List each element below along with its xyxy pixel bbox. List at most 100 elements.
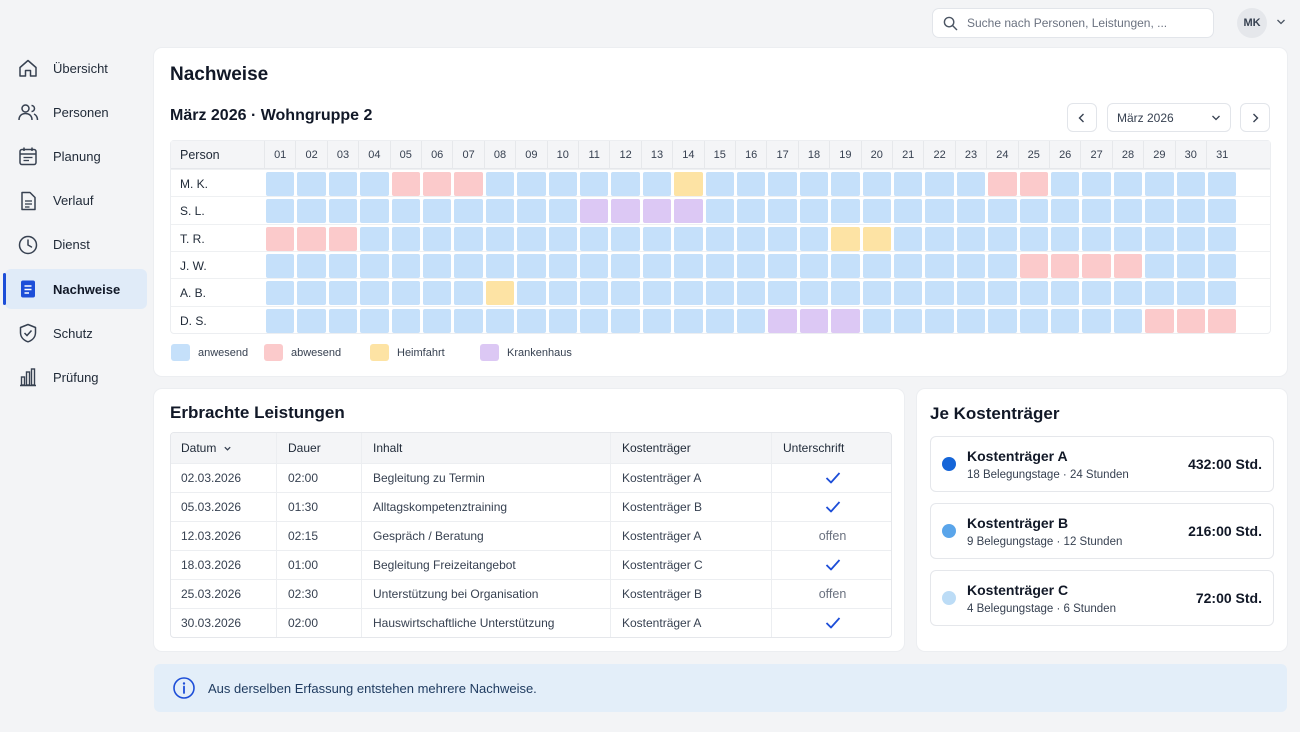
- day-cell[interactable]: [297, 199, 326, 224]
- day-cell[interactable]: [1019, 308, 1048, 333]
- day-cell[interactable]: [862, 226, 891, 251]
- day-cell[interactable]: [548, 281, 577, 306]
- day-cell[interactable]: [1019, 172, 1048, 196]
- day-cell[interactable]: [328, 253, 358, 278]
- table-row[interactable]: 12.03.2026 02:15 Gespräch / Beratung Kosten…: [171, 521, 891, 550]
- day-cell[interactable]: [297, 281, 326, 306]
- day-cell[interactable]: [1113, 253, 1143, 278]
- day-cell[interactable]: [768, 226, 797, 251]
- sidebar-item-verlauf[interactable]: Verlauf: [5, 181, 147, 221]
- day-cell[interactable]: [642, 253, 672, 278]
- day-cell[interactable]: [391, 199, 420, 224]
- day-cell[interactable]: [360, 172, 389, 196]
- day-cell[interactable]: [831, 253, 860, 278]
- day-cell[interactable]: [266, 308, 295, 333]
- day-cell[interactable]: [517, 253, 546, 278]
- day-cell[interactable]: [1113, 281, 1143, 306]
- cost-item[interactable]: Kostenträger C 4 Belegungstage · 6 Stunde…: [930, 570, 1274, 626]
- day-cell[interactable]: [580, 172, 609, 196]
- day-cell[interactable]: [548, 199, 577, 224]
- day-cell[interactable]: [1082, 172, 1111, 196]
- sort-chevron-icon[interactable]: [223, 444, 232, 453]
- sidebar-item-dienst[interactable]: Dienst: [5, 225, 147, 265]
- sidebar-item-nachweise[interactable]: Nachweise: [3, 269, 147, 309]
- sidebar-item-übersicht[interactable]: Übersicht: [5, 48, 147, 88]
- day-cell[interactable]: [517, 199, 546, 224]
- day-cell[interactable]: [1082, 281, 1111, 306]
- day-cell[interactable]: [1019, 199, 1048, 224]
- day-cell[interactable]: [862, 172, 891, 196]
- day-cell[interactable]: [768, 253, 797, 278]
- day-cell[interactable]: [1208, 281, 1237, 306]
- day-cell[interactable]: [1208, 253, 1237, 278]
- day-cell[interactable]: [360, 199, 389, 224]
- search-box[interactable]: [932, 8, 1214, 38]
- day-cell[interactable]: [642, 281, 672, 306]
- day-cell[interactable]: [1113, 308, 1143, 333]
- day-cell[interactable]: [768, 308, 797, 333]
- day-cell[interactable]: [956, 308, 986, 333]
- day-cell[interactable]: [737, 308, 766, 333]
- day-cell[interactable]: [454, 226, 483, 251]
- day-cell[interactable]: [894, 199, 923, 224]
- avatar[interactable]: MK: [1237, 8, 1267, 38]
- day-cell[interactable]: [580, 281, 609, 306]
- day-cell[interactable]: [894, 172, 923, 196]
- day-cell[interactable]: [956, 199, 986, 224]
- day-cell[interactable]: [1176, 253, 1205, 278]
- day-cell[interactable]: [799, 308, 829, 333]
- month-select[interactable]: März 2026: [1107, 103, 1231, 132]
- day-cell[interactable]: [360, 226, 389, 251]
- day-cell[interactable]: [1019, 281, 1048, 306]
- day-cell[interactable]: [705, 281, 734, 306]
- day-cell[interactable]: [705, 253, 734, 278]
- day-cell[interactable]: [517, 172, 546, 196]
- day-cell[interactable]: [862, 308, 891, 333]
- day-cell[interactable]: [297, 172, 326, 196]
- day-cell[interactable]: [266, 253, 295, 278]
- day-cell[interactable]: [1145, 281, 1174, 306]
- day-cell[interactable]: [611, 308, 640, 333]
- day-cell[interactable]: [485, 308, 515, 333]
- search-input[interactable]: [967, 16, 1197, 30]
- sidebar-item-schutz[interactable]: Schutz: [5, 313, 147, 353]
- day-cell[interactable]: [674, 226, 703, 251]
- day-cell[interactable]: [391, 281, 420, 306]
- day-cell[interactable]: [423, 226, 452, 251]
- day-cell[interactable]: [768, 172, 797, 196]
- day-cell[interactable]: [1019, 226, 1048, 251]
- day-cell[interactable]: [705, 172, 734, 196]
- day-cell[interactable]: [297, 308, 326, 333]
- day-cell[interactable]: [1113, 226, 1143, 251]
- day-cell[interactable]: [925, 199, 954, 224]
- day-cell[interactable]: [737, 172, 766, 196]
- day-cell[interactable]: [1176, 308, 1205, 333]
- day-cell[interactable]: [988, 281, 1017, 306]
- day-cell[interactable]: [1145, 199, 1174, 224]
- day-cell[interactable]: [580, 253, 609, 278]
- day-cell[interactable]: [988, 226, 1017, 251]
- table-row[interactable]: 05.03.2026 01:30 Alltagskompetenztraining K…: [171, 492, 891, 521]
- sidebar-item-personen[interactable]: Personen: [5, 92, 147, 132]
- day-cell[interactable]: [328, 226, 358, 251]
- day-cell[interactable]: [454, 253, 483, 278]
- day-cell[interactable]: [328, 199, 358, 224]
- day-cell[interactable]: [1208, 199, 1237, 224]
- prev-month-button[interactable]: [1067, 103, 1097, 132]
- next-month-button[interactable]: [1240, 103, 1270, 132]
- day-cell[interactable]: [737, 253, 766, 278]
- day-cell[interactable]: [642, 199, 672, 224]
- sidebar-item-prüfung[interactable]: Prüfung: [5, 357, 147, 397]
- day-cell[interactable]: [894, 281, 923, 306]
- day-cell[interactable]: [611, 199, 640, 224]
- day-cell[interactable]: [423, 281, 452, 306]
- day-cell[interactable]: [423, 172, 452, 196]
- day-cell[interactable]: [956, 281, 986, 306]
- day-cell[interactable]: [454, 308, 483, 333]
- day-cell[interactable]: [831, 281, 860, 306]
- day-cell[interactable]: [1176, 199, 1205, 224]
- day-cell[interactable]: [894, 253, 923, 278]
- day-cell[interactable]: [642, 226, 672, 251]
- day-cell[interactable]: [548, 308, 577, 333]
- day-cell[interactable]: [328, 281, 358, 306]
